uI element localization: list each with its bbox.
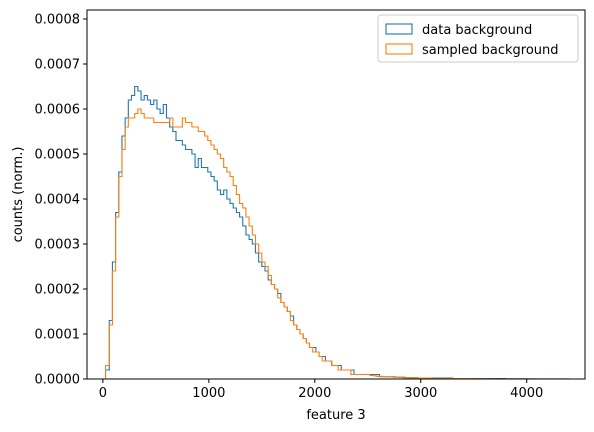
- y-tick-label: 0.0005: [35, 148, 81, 163]
- x-tick-label: 4000: [510, 386, 543, 401]
- y-tick-label: 0.0006: [35, 103, 81, 118]
- legend-swatch: [385, 43, 413, 55]
- x-tick-label: 2000: [298, 386, 331, 401]
- x-tick-label: 3000: [404, 386, 437, 401]
- x-tick-label: 0: [99, 386, 107, 401]
- y-tick-label: 0.0001: [35, 328, 81, 343]
- legend-frame: [377, 14, 579, 63]
- legend-swatch: [385, 23, 413, 35]
- legend-label: sampled background: [422, 43, 559, 58]
- axes-frame: [86, 9, 586, 380]
- y-tick-label: 0.0000: [35, 373, 81, 388]
- legend-label: data background: [422, 23, 532, 38]
- y-tick-label: 0.0003: [35, 238, 81, 253]
- y-tick-label: 0.0008: [35, 13, 81, 28]
- x-tick-label: 1000: [192, 386, 225, 401]
- y-tick-label: 0.0004: [35, 193, 81, 208]
- y-tick-label: 0.0007: [35, 58, 81, 73]
- x-axis-label: feature 3: [306, 408, 365, 423]
- y-axis-ticks: 0.0000 0.0001 0.0002 0.0003 0.0004 0.0005 0.00…: [35, 13, 87, 388]
- x-axis-ticks: 0 1000 2000 3000 4000: [99, 379, 543, 401]
- series-line-sampled-background: [104, 108, 538, 380]
- legend: data background sampled background: [377, 14, 579, 63]
- series-layer: [104, 85, 570, 380]
- y-tick-label: 0.0002: [35, 283, 81, 298]
- y-axis-label: counts (norm.): [11, 147, 26, 243]
